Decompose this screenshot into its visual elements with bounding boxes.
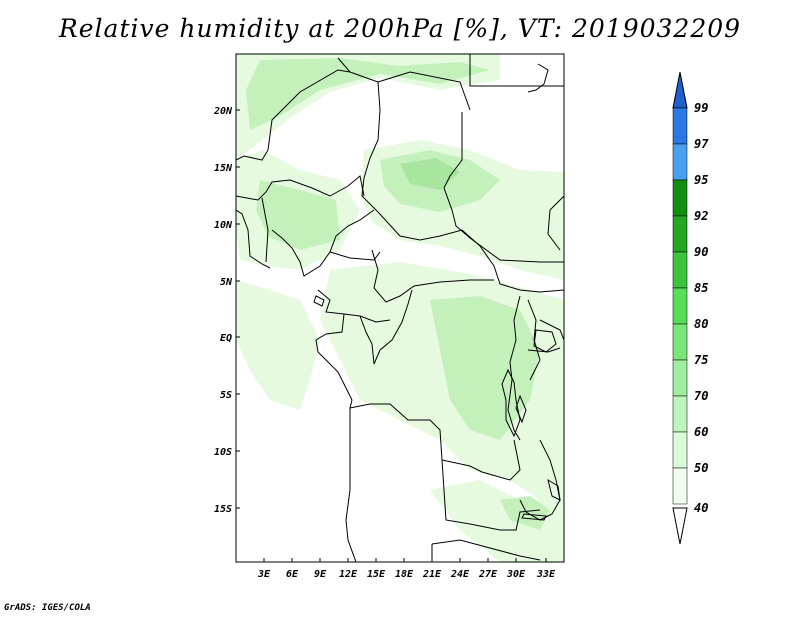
longitude-ticks	[263, 558, 547, 562]
country-borders	[236, 54, 564, 562]
colorbar-swatch	[672, 143, 688, 181]
lon-label: 33E	[536, 569, 556, 580]
colorbar-label: 90	[694, 245, 708, 259]
colorbar-label: 92	[694, 209, 708, 223]
colorbar-swatch	[672, 287, 688, 325]
rh-shade-central-peak	[400, 158, 460, 190]
lat-label: 15N	[214, 163, 233, 174]
lon-label: 9E	[314, 569, 327, 580]
colorbar-top-arrow	[672, 71, 688, 109]
lon-label: 3E	[257, 569, 271, 580]
colorbar-label: 85	[694, 281, 708, 295]
latitude-axis: 20N 15N 10N 5N EQ 5S 10S 15S	[213, 106, 233, 515]
chart-title: Relative humidity at 200hPa [%], VT: 201…	[58, 14, 742, 43]
colorbar-label: 75	[694, 353, 708, 367]
colorbar-swatch	[672, 395, 688, 433]
colorbar-label: 95	[694, 173, 708, 187]
colorbar-swatch	[672, 323, 688, 361]
lat-label: 10S	[214, 447, 232, 458]
lon-label: 18E	[395, 569, 414, 580]
lon-label: 6E	[286, 569, 299, 580]
lon-label: 12E	[339, 569, 358, 580]
lat-label: 10N	[214, 220, 233, 231]
lon-label: 21E	[422, 569, 442, 580]
colorbar-swatch	[672, 107, 688, 145]
lon-label: 30E	[506, 569, 526, 580]
colorbar-label: 80	[694, 317, 708, 331]
colorbar-label: 97	[694, 137, 709, 151]
lat-label: 15S	[214, 504, 232, 515]
longitude-axis: 3E 6E 9E 12E 15E 18E 21E 24E 27E 30E 33E	[257, 569, 556, 580]
colorbar-label: 50	[694, 461, 708, 475]
latitude-ticks	[236, 109, 240, 509]
colorbar-swatch	[672, 215, 688, 253]
lat-label: 5N	[220, 277, 233, 288]
rh-shade-southeast-core	[500, 496, 550, 530]
colorbar-label: 40	[694, 501, 708, 515]
colorbar-swatch	[672, 431, 688, 469]
rh-shade-coast	[236, 280, 320, 410]
colorbar: 99 97 95 92 90 85 80 75 70 60 50 40	[672, 71, 709, 545]
colorbar-swatch	[672, 251, 688, 289]
colorbar-bottom-arrow	[672, 507, 688, 545]
colorbar-label: 70	[694, 389, 708, 403]
humidity-shading	[236, 54, 564, 562]
colorbar-swatch	[672, 179, 688, 217]
rh-shade-east-core	[430, 296, 540, 440]
lat-label: 20N	[213, 106, 233, 117]
lat-label: EQ	[220, 333, 232, 344]
lat-label: 5S	[220, 390, 232, 401]
credit-label: GrADS: IGES/COLA	[4, 603, 91, 613]
map-frame	[235, 53, 565, 563]
lon-label: 15E	[367, 569, 386, 580]
colorbar-swatch	[672, 359, 688, 397]
colorbar-label: 60	[694, 425, 708, 439]
colorbar-label: 99	[694, 101, 708, 115]
rh-shade-west-core	[256, 180, 340, 250]
lon-label: 24E	[450, 569, 470, 580]
lon-label: 27E	[478, 569, 498, 580]
colorbar-swatch	[672, 467, 688, 505]
